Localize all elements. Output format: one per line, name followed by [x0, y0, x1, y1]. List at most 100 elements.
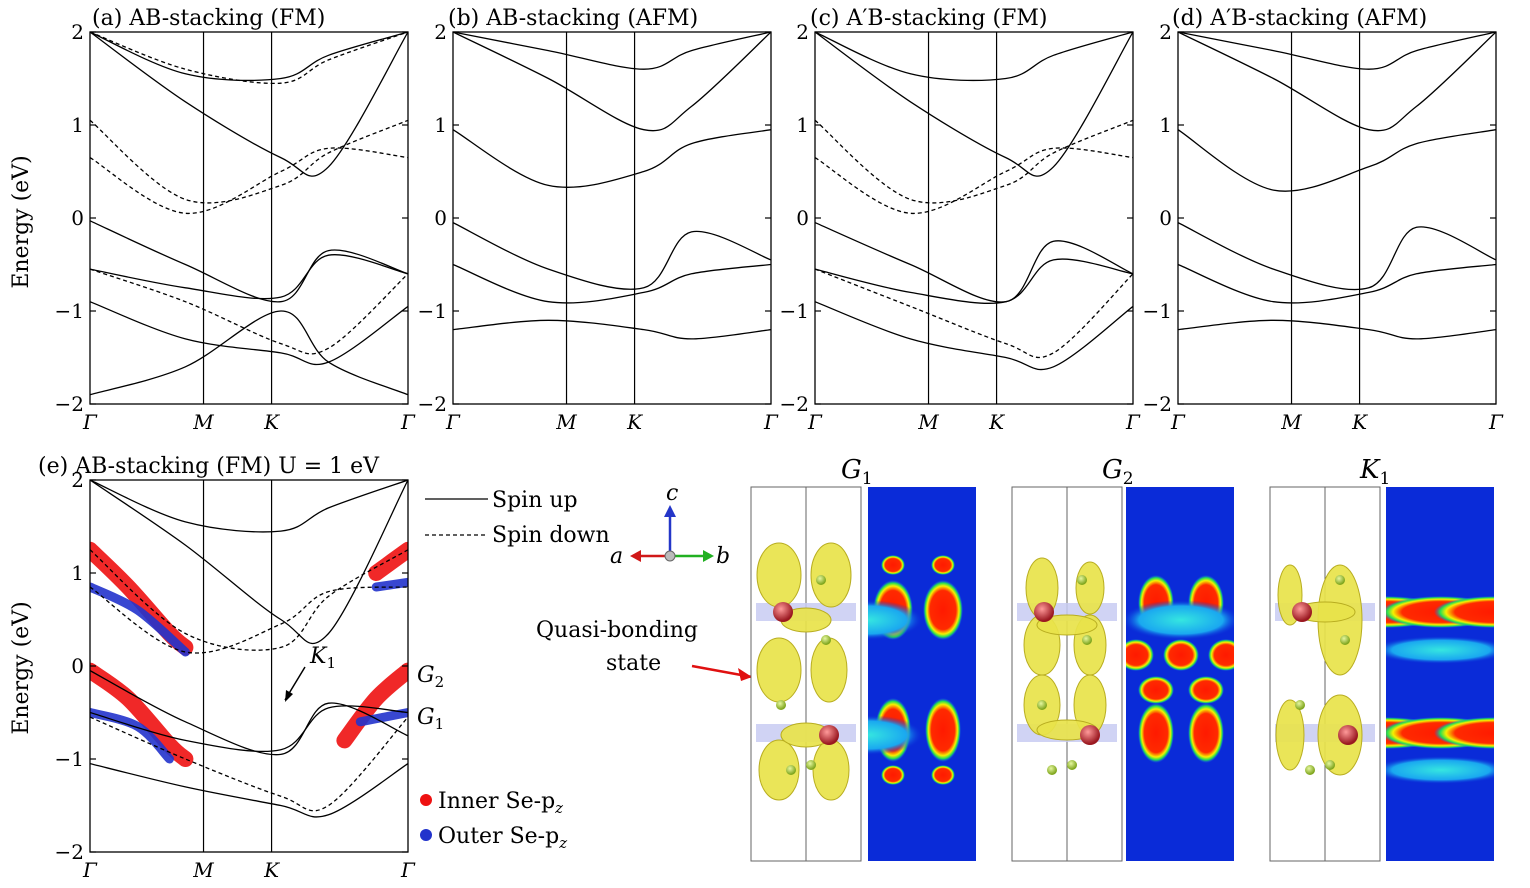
band-1-0 — [90, 549, 408, 651]
label-G2: G2 — [417, 663, 444, 691]
state-G1: G1 — [750, 455, 976, 862]
band-0-2 — [815, 301, 1133, 371]
xtick-label: M — [192, 410, 214, 434]
xtick-label: M — [192, 858, 214, 882]
xtick-label: Γ — [1125, 410, 1141, 434]
se-atom — [1338, 725, 1358, 745]
legend-inner-label: Inner Se-pz — [438, 789, 563, 817]
band-0-5 — [1178, 32, 1496, 70]
band-labels: K1 G2 G1 — [284, 644, 444, 733]
axes-triad: c a b — [610, 481, 730, 569]
fat-band-2-2 — [336, 662, 408, 749]
band-0-4 — [90, 32, 408, 177]
ytick-label: 1 — [1159, 113, 1172, 137]
ytick-label: −1 — [418, 299, 447, 323]
xtick-label: K — [263, 858, 280, 882]
panel-title: (c) A′B-stacking (FM) — [810, 6, 1048, 31]
state-G1-label: G1 — [841, 455, 873, 489]
band-panels: 210−1−2Γ M K Γ(a) AB-stacking (FM)210−1−2Γ M… — [38, 6, 1504, 882]
ytick-label: −1 — [55, 747, 84, 771]
xtick-label: Γ — [1170, 410, 1186, 434]
state-K1-label: K1 — [1359, 455, 1390, 489]
band-0-1 — [815, 258, 1133, 304]
panel-4-plot — [90, 480, 408, 818]
xtick-label: Γ — [807, 410, 823, 434]
panel-title: (d) A′B-stacking (AFM) — [1172, 6, 1427, 31]
band-0-3 — [453, 129, 771, 188]
xtick-label: Γ — [445, 410, 461, 434]
band-0-3 — [1178, 129, 1496, 192]
fat-band-3-3 — [371, 577, 408, 592]
fat-band-3-1 — [90, 708, 174, 764]
state-G2: G2 — [1011, 455, 1234, 862]
label-K1: K1 — [309, 644, 336, 672]
xtick-label: K — [1351, 410, 1368, 434]
ytick-label: 0 — [71, 206, 84, 230]
band-0-0 — [1178, 222, 1496, 291]
panel-1-plot — [453, 32, 771, 340]
panel-title: (b) AB-stacking (AFM) — [448, 6, 698, 31]
panel-4: 210−1−2Γ M K Γ(e) AB-stacking (FM) U = 1 eV — [38, 454, 416, 882]
panel-2: 210−1−2Γ M K Γ(c) A′B-stacking (FM) — [780, 6, 1142, 434]
ytick-label: −2 — [1143, 392, 1172, 416]
xtick-label: Γ — [82, 410, 98, 434]
ytick-label: 0 — [796, 206, 809, 230]
ytick-label: 0 — [71, 654, 84, 678]
ytick-label: −2 — [55, 392, 84, 416]
axis-c-label: c — [666, 481, 678, 506]
xtick-label: K — [263, 410, 280, 434]
fat-band-3-0 — [90, 582, 190, 657]
panel-3: 210−1−2Γ M K Γ(d) A′B-stacking (AFM) — [1143, 6, 1505, 434]
annotation-line2: state — [606, 651, 661, 676]
panel-3-plot — [1178, 32, 1496, 340]
panel-2-plot — [815, 32, 1133, 371]
y-axis-label-bottom: Energy (eV) — [9, 601, 34, 734]
annotation-line1: Quasi-bonding — [536, 618, 698, 643]
orbital-states: G1 G2 K1 — [750, 455, 1494, 862]
panel-0-plot — [90, 32, 408, 396]
band-0-4 — [815, 32, 1133, 82]
panel-3-frame — [1177, 31, 1497, 405]
panel-1: 210−1−2Γ M K Γ(b) AB-stacking (AFM) — [418, 6, 780, 434]
se-atom — [1080, 725, 1100, 745]
band-1-0 — [815, 119, 1133, 204]
band-1-0 — [90, 119, 408, 204]
se-atom — [1292, 602, 1312, 622]
xtick-label: Γ — [1488, 410, 1504, 434]
legend-spin-down: Spin down — [492, 523, 610, 548]
ytick-label: 2 — [1159, 20, 1172, 44]
xtick-label: Γ — [763, 410, 779, 434]
y-axis-label-top: Energy (eV) — [9, 155, 34, 288]
ytick-label: 1 — [71, 113, 84, 137]
panel-2-frame — [814, 31, 1134, 405]
state-G1-contour-map — [868, 487, 976, 861]
fat-band-2-3 — [368, 541, 408, 581]
se-atom — [773, 602, 793, 622]
state-K1-contour-map — [1386, 487, 1494, 861]
xtick-label: M — [917, 410, 939, 434]
state-G2-label: G2 — [1102, 455, 1134, 489]
se-atom — [819, 725, 839, 745]
fat-band-3-2 — [355, 708, 408, 727]
band-1-1 — [90, 147, 408, 214]
legend-outer-label: Outer Se-pz — [438, 824, 567, 852]
xtick-label: M — [1280, 410, 1302, 434]
band-0-5 — [453, 32, 771, 70]
axis-a-label: a — [610, 544, 623, 569]
panel-1-frame — [452, 31, 772, 405]
ytick-label: 1 — [796, 113, 809, 137]
ytick-label: 0 — [1159, 206, 1172, 230]
band-0-1 — [90, 705, 408, 753]
band-1-2 — [90, 268, 408, 355]
ytick-label: −2 — [418, 392, 447, 416]
band-0-1 — [90, 254, 408, 300]
ytick-label: 1 — [434, 113, 447, 137]
xtick-label: Γ — [82, 858, 98, 882]
xtick-label: Γ — [400, 410, 416, 434]
ytick-label: −1 — [780, 299, 809, 323]
band-0-0 — [90, 670, 408, 756]
band-0-2 — [1178, 319, 1496, 340]
band-1-2 — [815, 268, 1133, 359]
band-0-3 — [815, 32, 1133, 177]
